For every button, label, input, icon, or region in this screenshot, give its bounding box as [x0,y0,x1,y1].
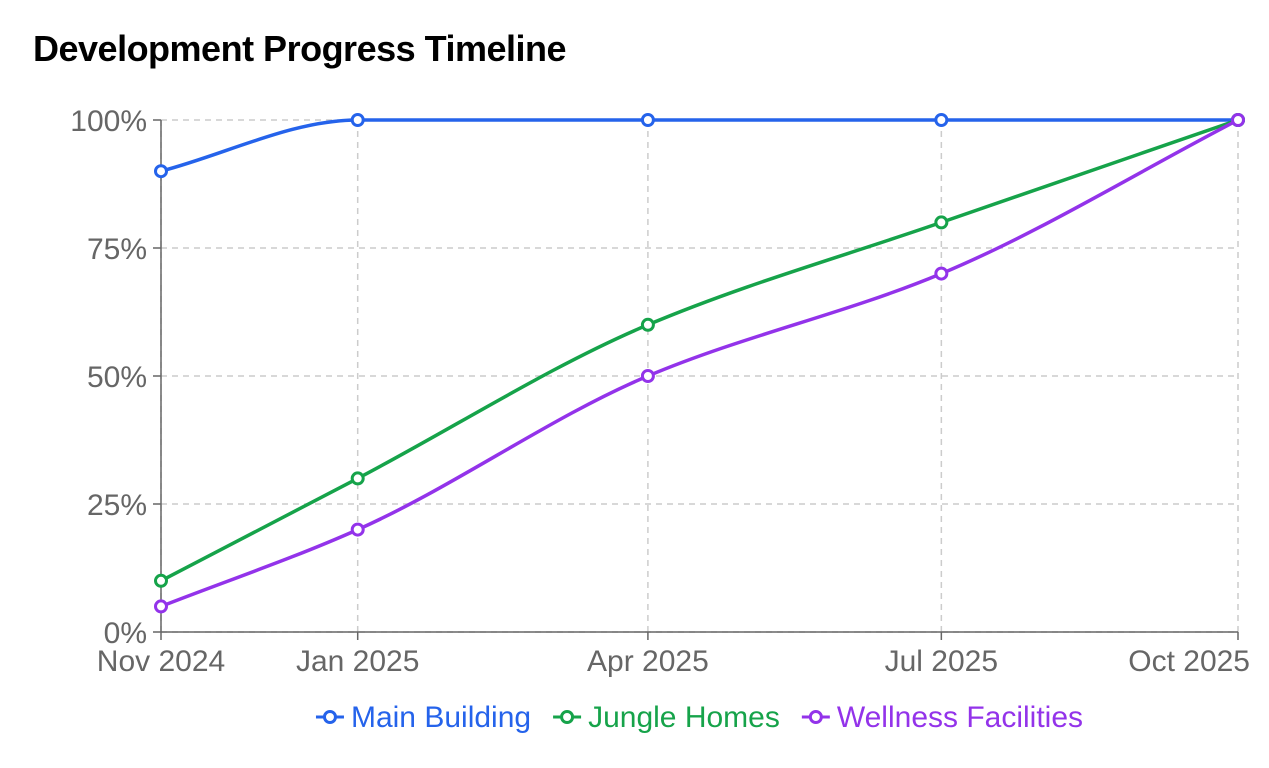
legend-item-wellness-facilities[interactable]: Wellness Facilities [801,701,1083,734]
series-line-main-building [160,118,1238,173]
grid-lines [160,119,1239,633]
legend-label: Main Building [351,701,531,734]
legend-label: Wellness Facilities [837,701,1083,734]
x-axis-ticks: Nov 2024 Jan 2025 Apr 2025 Jul 2025 Oct 2025 [97,645,1250,678]
data-point-jungle-homes [350,471,365,486]
legend-swatch-marker [322,710,337,724]
x-tick-label: Nov 2024 [97,645,225,678]
series-line-wellness-facilities [160,118,1239,609]
legend-swatch-marker [560,710,575,724]
data-point-wellness-facilities [934,266,949,281]
y-tick-label: 100% [70,105,147,138]
axes [153,119,1239,640]
data-point-main-building [350,113,365,127]
series [154,113,1245,614]
y-tick-label: 75% [87,233,147,266]
series-jungle-homes [154,113,1245,588]
y-axis-ticks: 0% 25% 50% 75% 100% [70,105,147,650]
x-tick-label: Apr 2025 [587,645,709,678]
data-point-main-building [154,164,168,179]
data-point-jungle-homes [934,215,949,230]
series-main-building [154,113,1245,179]
data-point-wellness-facilities [640,369,655,383]
legend-item-jungle-homes[interactable]: Jungle Homes [553,701,780,734]
series-wellness-facilities [154,113,1245,614]
y-tick-label: 25% [87,489,147,522]
series-line-jungle-homes [160,118,1239,583]
data-point-wellness-facilities [154,599,168,614]
data-point-jungle-homes [640,317,655,332]
legend[interactable]: Main Building Jungle Homes Wellness Facili… [315,701,1083,734]
data-point-wellness-facilities [1231,113,1245,127]
legend-swatch-marker [808,710,823,724]
data-point-main-building [640,113,655,127]
y-tick-label: 0% [104,617,147,650]
chart-title: Development Progress Timeline [33,28,567,69]
data-point-jungle-homes [154,573,168,588]
x-tick-label: Jan 2025 [296,645,419,678]
y-tick-label: 50% [87,361,147,394]
legend-item-main-building[interactable]: Main Building [315,701,531,734]
data-point-main-building [934,113,949,127]
data-point-wellness-facilities [350,522,365,537]
x-tick-label: Oct 2025 [1128,645,1250,678]
x-tick-label: Jul 2025 [885,645,998,678]
legend-label: Jungle Homes [588,701,780,734]
